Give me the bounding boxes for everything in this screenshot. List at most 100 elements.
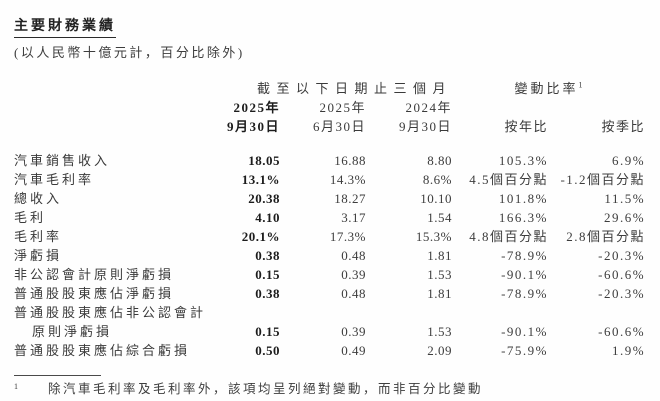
value-2024-09-30: 15.3% [415, 229, 453, 244]
footnote-rule [14, 375, 101, 376]
row-label: 汽車毛利率 [14, 170, 184, 189]
header-date-row: 9月30日 6月30日 9月30日 按年比 按季比 [14, 117, 645, 136]
value-yoy: -78.9% [501, 286, 549, 301]
row-label: 汽車銷售收入 [14, 136, 184, 170]
page-subtitle: (以人民幣十億元計，百分比除外) [14, 45, 245, 60]
table-row: 汽車銷售收入 18.05 16.88 8.80 105.3% 6.9% [14, 136, 645, 170]
value-2025-09-30: 20.1% [241, 229, 280, 244]
row-label: 毛利率 [14, 227, 184, 246]
row-label-line1: 毛利率 [14, 229, 63, 244]
value-2025-06-30: 0.39 [341, 267, 366, 282]
date-header-2025-09-30: 9月30日 [226, 119, 280, 134]
row-label: 普通股股東應佔非公認會計 原則淨虧損 [14, 303, 207, 341]
period-group-label: 截至以下日期止三個月 [257, 81, 453, 96]
header-spacer [548, 98, 645, 117]
value-qoq: 6.9% [611, 153, 646, 168]
header-spacer [14, 79, 184, 98]
row-label-line1: 淨虧損 [14, 248, 63, 263]
value-2024-09-30: 10.10 [420, 191, 453, 206]
row-label-line1: 汽車銷售收入 [14, 153, 111, 168]
value-2025-06-30: 0.48 [341, 248, 366, 263]
value-2024-09-30: 2.09 [427, 343, 453, 358]
row-label-line1: 毛利 [14, 210, 47, 225]
footnote-text: 除汽車毛利率及毛利率外，該項均呈列絕對變動，而非百分比變動 [48, 382, 484, 396]
value-yoy: -90.1% [501, 267, 549, 282]
value-2025-09-30: 18.05 [248, 153, 280, 168]
row-label-line1: 總收入 [14, 191, 63, 206]
value-2025-06-30: 14.3% [329, 172, 366, 187]
value-2024-09-30: 1.54 [427, 210, 453, 225]
year-header-2025-q2: 2025年 [319, 100, 366, 115]
value-2025-09-30: 0.15 [255, 324, 280, 339]
table-row: 非公認會計原則淨虧損 0.15 0.39 1.53 -90.1% -60.6% [14, 265, 645, 284]
value-qoq: 11.5% [604, 191, 646, 206]
table-row: 總收入 20.38 18.27 10.10 101.8% 11.5% [14, 189, 645, 208]
qoq-header-cell: 按季比 [601, 119, 646, 134]
date-header-2024-09-30: 9月30日 [399, 119, 453, 134]
row-label: 普通股股東應佔綜合虧損 [14, 341, 191, 360]
value-2024-09-30: 8.80 [427, 153, 453, 168]
value-2025-09-30: 0.38 [255, 286, 280, 301]
value-2025-06-30: 3.17 [341, 210, 366, 225]
value-qoq: -20.3% [598, 248, 646, 263]
value-yoy: -90.1% [501, 324, 549, 339]
value-2024-09-30: 1.81 [427, 286, 453, 301]
value-2025-09-30: 20.38 [248, 191, 280, 206]
value-2024-09-30: 8.6% [422, 172, 453, 187]
value-2025-06-30: 0.39 [341, 324, 366, 339]
page-title: 主要財務業績 [14, 15, 116, 38]
header-year-row: 2025年 2025年 2024年 [14, 98, 645, 117]
header-group-row: 截至以下日期止三個月 變動比率1 [14, 79, 645, 98]
year-header-2025-q3: 2025年 [233, 100, 280, 115]
header-spacer [14, 98, 184, 117]
row-label-line1: 汽車毛利率 [14, 172, 95, 187]
value-yoy: 4.8個百分點 [469, 229, 549, 244]
row-label-line1: 非公認會計原則淨虧損 [14, 267, 175, 282]
row-label: 毛利 [14, 208, 184, 227]
table-row: 毛利 4.10 3.17 1.54 166.3% 29.6% [14, 208, 645, 227]
footnote-marker: 1 [14, 382, 18, 391]
row-label-line1: 普通股股東應佔淨虧損 [14, 286, 175, 301]
value-2025-09-30: 4.10 [255, 210, 280, 225]
value-qoq: 1.9% [611, 343, 646, 358]
row-label: 普通股股東應佔淨虧損 [14, 284, 184, 303]
row-label: 總收入 [14, 189, 184, 208]
table-row: 淨虧損 0.38 0.48 1.81 -78.9% -20.3% [14, 246, 645, 265]
footnote-section: 1 除汽車毛利率及毛利率外，該項均呈列絕對變動，而非百分比變動 [14, 375, 646, 397]
value-yoy: 105.3% [498, 153, 549, 168]
row-label-line1: 普通股股東應佔非公認會計 [14, 305, 207, 320]
value-2025-06-30: 18.27 [334, 191, 366, 206]
value-2025-06-30: 0.49 [341, 343, 366, 358]
value-qoq: 2.8個百分點 [566, 229, 646, 244]
value-2024-09-30: 1.53 [427, 267, 453, 282]
change-group-label: 變動比率 [514, 81, 579, 96]
header-spacer [452, 98, 548, 117]
value-2025-09-30: 0.38 [255, 248, 280, 263]
row-label-line2: 原則淨虧損 [32, 324, 113, 339]
value-2025-06-30: 0.48 [341, 286, 366, 301]
value-yoy: -75.9% [501, 343, 549, 358]
value-yoy: 101.8% [498, 191, 549, 206]
table-header: 截至以下日期止三個月 變動比率1 2025年 2025年 2024年 9月30日… [14, 79, 645, 136]
table-body: 汽車銷售收入 18.05 16.88 8.80 105.3% 6.9% 汽車毛利… [14, 136, 645, 360]
table-row: 普通股股東應佔綜合虧損 0.50 0.49 2.09 -75.9% 1.9% [14, 341, 645, 360]
row-label-line1: 普通股股東應佔綜合虧損 [14, 343, 191, 358]
value-yoy: 166.3% [498, 210, 549, 225]
header-spacer [14, 117, 184, 136]
footnote-ref-sup: 1 [578, 80, 583, 90]
value-2024-09-30: 1.81 [427, 248, 453, 263]
row-label: 淨虧損 [14, 246, 184, 265]
value-yoy: 4.5個百分點 [469, 172, 549, 187]
table-row: 普通股股東應佔非公認會計 原則淨虧損 0.15 0.39 1.53 -90.1%… [14, 303, 645, 341]
value-2025-06-30: 17.3% [329, 229, 366, 244]
year-header-2024-q3: 2024年 [405, 100, 453, 115]
financial-results-table: 截至以下日期止三個月 變動比率1 2025年 2025年 2024年 9月30日… [14, 79, 645, 360]
table-row: 普通股股東應佔淨虧損 0.38 0.48 1.81 -78.9% -20.3% [14, 284, 645, 303]
value-qoq: -1.2個百分點 [560, 172, 646, 187]
value-qoq: -60.6% [598, 267, 646, 282]
footnote-line: 1 除汽車毛利率及毛利率外，該項均呈列絕對變動，而非百分比變動 [14, 378, 646, 397]
value-2024-09-30: 1.53 [427, 324, 453, 339]
date-header-2025-06-30: 6月30日 [312, 119, 366, 134]
value-qoq: -60.6% [598, 324, 646, 339]
